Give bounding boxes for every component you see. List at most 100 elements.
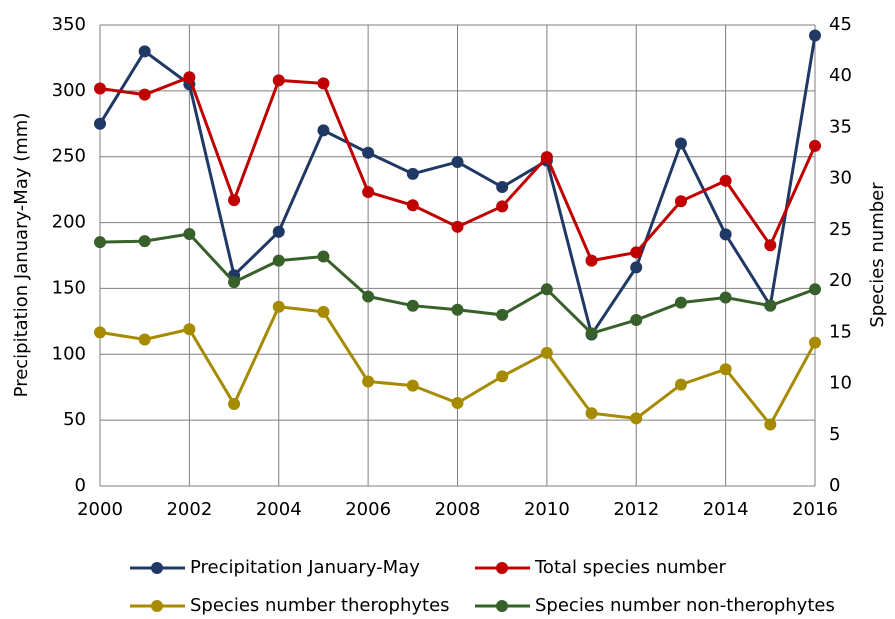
data-point bbox=[540, 346, 553, 359]
data-point bbox=[272, 225, 285, 238]
data-point bbox=[317, 250, 330, 263]
data-point bbox=[183, 323, 196, 336]
data-point bbox=[228, 194, 241, 207]
data-point bbox=[674, 378, 687, 391]
x-tick-label: 2012 bbox=[613, 499, 659, 520]
y-tick-label: 200 bbox=[52, 212, 86, 233]
legend-label: Precipitation January-May bbox=[190, 557, 420, 578]
data-point bbox=[719, 174, 732, 187]
data-point bbox=[362, 375, 375, 388]
data-point bbox=[674, 137, 687, 150]
data-point bbox=[451, 220, 464, 233]
x-tick-label: 2014 bbox=[703, 499, 749, 520]
data-point bbox=[94, 82, 106, 95]
legend-marker bbox=[496, 562, 508, 574]
data-point bbox=[406, 199, 419, 212]
data-point bbox=[362, 185, 375, 198]
data-point bbox=[630, 246, 643, 259]
y2-tick-label: 10 bbox=[829, 373, 852, 394]
data-point bbox=[764, 299, 777, 312]
data-point bbox=[406, 299, 419, 312]
data-point bbox=[138, 45, 151, 58]
data-point bbox=[540, 283, 553, 296]
data-point bbox=[496, 181, 509, 194]
legend-marker bbox=[151, 562, 163, 574]
data-point bbox=[451, 155, 464, 168]
data-point bbox=[674, 195, 687, 208]
data-point bbox=[228, 398, 241, 411]
data-point bbox=[809, 139, 821, 152]
data-point bbox=[719, 228, 732, 241]
data-point bbox=[585, 327, 598, 340]
data-point bbox=[674, 296, 687, 309]
data-point bbox=[406, 379, 419, 392]
x-tick-label: 2006 bbox=[345, 499, 391, 520]
data-point bbox=[764, 239, 777, 252]
legend-marker bbox=[151, 600, 163, 612]
data-point bbox=[138, 88, 151, 101]
data-point bbox=[94, 326, 106, 339]
data-point bbox=[272, 300, 285, 313]
y-tick-label: 250 bbox=[52, 146, 86, 167]
data-point bbox=[406, 167, 419, 180]
data-point bbox=[719, 291, 732, 304]
data-point bbox=[362, 146, 375, 159]
data-point bbox=[764, 418, 777, 431]
data-point bbox=[719, 363, 732, 376]
x-tick-label: 2002 bbox=[166, 499, 212, 520]
legend-label: Species number therophytes bbox=[190, 595, 450, 616]
y2-tick-label: 30 bbox=[829, 168, 852, 189]
data-point bbox=[138, 235, 151, 248]
y-axis-label: Precipitation January-May (mm) bbox=[11, 113, 32, 398]
data-point bbox=[451, 303, 464, 316]
y2-tick-label: 45 bbox=[829, 14, 852, 35]
y2-tick-label: 20 bbox=[829, 270, 852, 291]
y2-tick-label: 0 bbox=[829, 475, 840, 496]
y-tick-label: 50 bbox=[63, 409, 86, 430]
legend-marker bbox=[496, 600, 508, 612]
data-point bbox=[317, 124, 330, 137]
data-point bbox=[94, 236, 106, 249]
data-point bbox=[496, 308, 509, 321]
data-point bbox=[540, 151, 553, 164]
data-point bbox=[630, 412, 643, 425]
x-tick-label: 2008 bbox=[435, 499, 481, 520]
x-tick-label: 2004 bbox=[256, 499, 302, 520]
legend-label: Total species number bbox=[534, 557, 727, 578]
data-point bbox=[630, 261, 643, 274]
data-point bbox=[228, 276, 241, 289]
y-tick-label: 150 bbox=[52, 277, 86, 298]
data-point bbox=[630, 314, 643, 327]
data-point bbox=[496, 200, 509, 213]
x-tick-label: 2016 bbox=[792, 499, 838, 520]
y2-tick-label: 40 bbox=[829, 65, 852, 86]
legend-label: Species number non-therophytes bbox=[535, 595, 835, 616]
y-tick-label: 300 bbox=[52, 80, 86, 101]
data-point bbox=[317, 77, 330, 90]
data-point bbox=[809, 336, 821, 349]
data-point bbox=[809, 29, 821, 42]
data-point bbox=[585, 254, 598, 267]
data-point bbox=[183, 227, 196, 240]
y2-tick-label: 25 bbox=[829, 219, 852, 240]
data-point bbox=[451, 397, 464, 410]
y2-tick-label: 5 bbox=[829, 424, 840, 445]
data-point bbox=[362, 290, 375, 303]
data-point bbox=[809, 283, 821, 296]
data-point bbox=[138, 333, 151, 346]
y-tick-label: 350 bbox=[52, 14, 86, 35]
y-tick-label: 0 bbox=[75, 475, 86, 496]
y-tick-label: 100 bbox=[52, 343, 86, 364]
data-point bbox=[183, 71, 196, 84]
y2-tick-label: 15 bbox=[829, 321, 852, 342]
data-point bbox=[585, 407, 598, 420]
y2-axis-label: Species number bbox=[867, 182, 888, 328]
data-point bbox=[496, 370, 509, 383]
data-point bbox=[272, 254, 285, 267]
data-point bbox=[94, 117, 106, 130]
x-tick-label: 2010 bbox=[524, 499, 570, 520]
data-point bbox=[272, 74, 285, 87]
data-point bbox=[317, 305, 330, 318]
